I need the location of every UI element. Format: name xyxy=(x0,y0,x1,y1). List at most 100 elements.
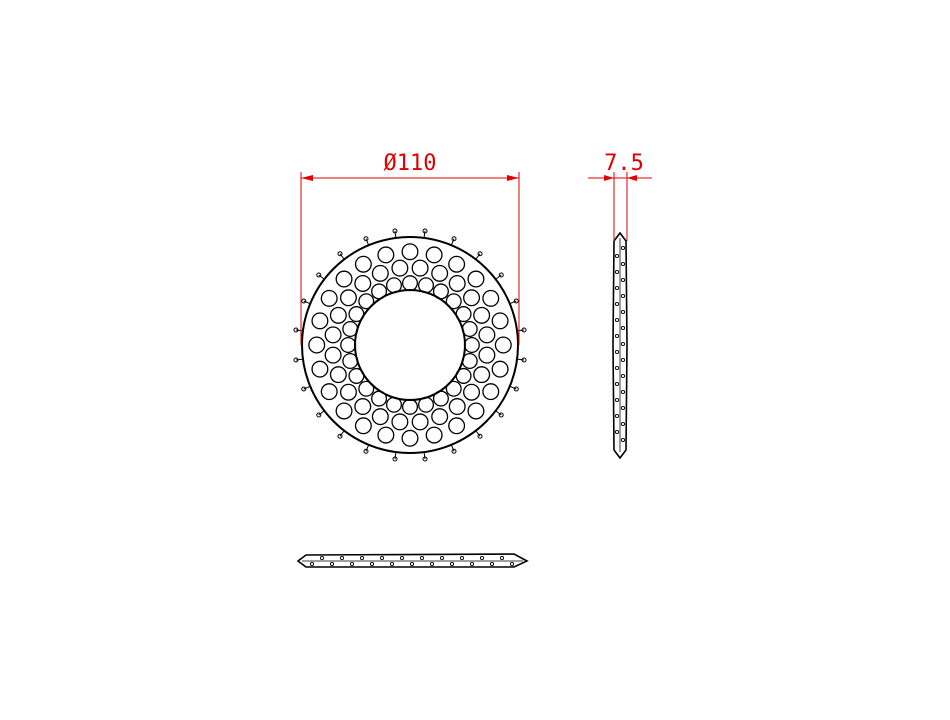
perforation-hole xyxy=(461,320,478,338)
side-hole-mark xyxy=(620,309,626,315)
tooth-tip xyxy=(392,228,398,234)
top-hole-mark xyxy=(449,561,455,567)
perforation-hole xyxy=(431,264,449,282)
perforation-hole xyxy=(391,413,409,431)
perforation-hole xyxy=(354,255,372,273)
side-view xyxy=(612,231,628,460)
top-hole-mark xyxy=(479,555,485,561)
top-hole-mark xyxy=(439,555,445,561)
perforation-hole xyxy=(467,270,485,288)
arrowhead-left xyxy=(604,175,614,181)
top-hole-marks xyxy=(309,555,515,567)
perforation-hole xyxy=(455,367,472,384)
side-hole-mark xyxy=(620,357,626,363)
top-hole-mark xyxy=(459,555,465,561)
tooth-stem xyxy=(495,274,502,280)
side-hole-mark xyxy=(614,269,620,275)
perforation-hole xyxy=(401,429,419,447)
tooth-tip xyxy=(337,251,343,257)
perforation-holes xyxy=(308,243,512,447)
perforation-hole xyxy=(482,289,500,307)
tooth-stem xyxy=(303,300,311,305)
perforation-hole xyxy=(348,367,365,384)
tooth-stem xyxy=(394,230,397,238)
perforation-hole xyxy=(324,326,342,344)
tooth-stem xyxy=(365,444,370,452)
side-hole-mark xyxy=(614,365,620,371)
perforation-hole xyxy=(339,289,357,307)
perforation-hole xyxy=(377,426,395,444)
side-hole-mark xyxy=(614,397,620,403)
perforation-hole xyxy=(401,243,419,261)
tooth-stem xyxy=(365,238,370,246)
diameter-label: Ø110 xyxy=(384,151,437,176)
top-hole-mark xyxy=(469,561,475,567)
tooth-stem xyxy=(450,238,455,246)
top-hole-mark xyxy=(399,555,405,561)
side-hole-mark xyxy=(620,245,626,251)
side-hole-mark xyxy=(614,301,620,307)
top-hole-mark xyxy=(369,561,375,567)
side-hole-mark xyxy=(614,381,620,387)
top-hole-mark xyxy=(319,555,325,561)
side-hole-mark xyxy=(614,253,620,259)
tooth-stem xyxy=(295,329,303,332)
tooth-stem xyxy=(339,430,345,437)
perforation-hole xyxy=(371,390,388,407)
perforation-hole xyxy=(418,396,435,413)
tooth-tip xyxy=(451,236,457,242)
perforation-hole xyxy=(308,336,326,354)
tooth-stem xyxy=(318,410,325,416)
perforation-hole xyxy=(482,383,500,401)
tooth-tip xyxy=(451,448,457,454)
side-hole-marks xyxy=(614,245,626,443)
perforation-hole xyxy=(467,402,485,420)
perforation-hole xyxy=(448,398,466,416)
side-hole-mark xyxy=(620,325,626,331)
tooth-tip xyxy=(392,456,398,462)
perforation-hole xyxy=(425,426,443,444)
tooth-stem xyxy=(475,430,481,437)
front-view xyxy=(293,228,527,462)
tooth-tip xyxy=(477,251,483,257)
side-hole-mark xyxy=(620,341,626,347)
side-hole-mark xyxy=(620,293,626,299)
top-hole-mark xyxy=(389,561,395,567)
perforation-hole xyxy=(358,293,375,310)
perforation-hole xyxy=(371,408,389,426)
diameter-dimension: Ø110 xyxy=(300,151,520,345)
side-hole-mark xyxy=(614,413,620,419)
perforation-hole xyxy=(340,336,357,354)
perforation-hole xyxy=(311,360,329,378)
tooth-tip xyxy=(316,272,322,278)
perforation-hole xyxy=(473,306,491,324)
thickness-dimension: 7.5 xyxy=(588,151,652,241)
top-hole-mark xyxy=(419,555,425,561)
perforation-hole xyxy=(354,398,372,416)
perforation-hole xyxy=(494,336,512,354)
side-hole-mark xyxy=(614,333,620,339)
tooth-tip xyxy=(422,456,428,462)
tooth-tip xyxy=(513,298,519,304)
perforation-hole xyxy=(348,306,365,323)
tooth-stem xyxy=(509,385,517,390)
perforation-hole xyxy=(411,259,429,277)
top-hole-mark xyxy=(339,555,345,561)
side-hole-mark xyxy=(614,429,620,435)
tooth-tip xyxy=(521,357,527,363)
side-hole-mark xyxy=(620,421,626,427)
tooth-stem xyxy=(423,230,426,238)
tooth-tip xyxy=(513,386,519,392)
perforation-hole xyxy=(432,283,449,300)
perforation-hole xyxy=(385,277,403,294)
tooth-stem xyxy=(339,253,345,260)
perforation-hole xyxy=(358,380,375,397)
perforation-hole xyxy=(455,306,472,323)
perforation-hole xyxy=(354,417,372,435)
tooth-tip xyxy=(363,236,369,242)
perforation-hole xyxy=(371,283,388,300)
top-hole-mark xyxy=(359,555,365,561)
tooth-stem xyxy=(495,410,502,416)
